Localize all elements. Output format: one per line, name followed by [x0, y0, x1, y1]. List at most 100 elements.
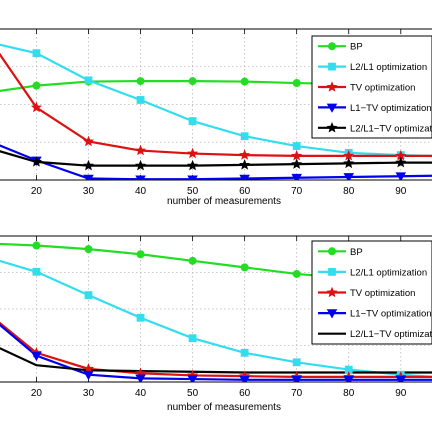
data-point — [292, 79, 301, 88]
data-point — [31, 351, 42, 362]
legend-label: L2/L1−TV optimization — [350, 329, 432, 340]
data-point — [239, 159, 251, 170]
legend-label: BP — [350, 247, 363, 258]
legend: BP L2/L1 optimization TV optimization L1−TV… — [311, 240, 432, 345]
series-line-3 — [0, 52, 432, 157]
data-point — [291, 376, 302, 382]
legend-marker — [327, 247, 336, 256]
data-point — [395, 376, 407, 382]
data-point — [343, 157, 355, 169]
series-line-2 — [0, 43, 432, 158]
x-tick-label: 30 — [83, 186, 95, 197]
chart-panel-1: 20 30 40 50 60 70 80 90 number of measurements BP… — [0, 28, 432, 207]
data-point — [82, 135, 95, 147]
series-line-4 — [0, 323, 432, 381]
data-point — [239, 149, 251, 160]
legend-label: L2/L1−TV optimization — [350, 123, 432, 134]
data-point — [395, 172, 407, 180]
data-point — [32, 81, 41, 90]
data-point — [395, 156, 407, 168]
data-point — [188, 117, 197, 126]
data-point — [135, 374, 146, 382]
legend-label: L2/L1 optimization — [350, 267, 427, 278]
legend-marker — [327, 42, 336, 51]
data-point — [30, 101, 42, 113]
x-tick-label: 90 — [395, 388, 407, 399]
x-tick-label: 40 — [135, 186, 147, 197]
legend-label: L2/L1 optimization — [350, 62, 427, 73]
x-tick-label: 40 — [135, 388, 147, 399]
legend-label: TV optimization — [350, 83, 415, 94]
data-point — [135, 175, 146, 180]
legend: BP L2/L1 optimization TV optimization L1−TV… — [311, 35, 432, 139]
data-point — [84, 291, 93, 300]
data-point — [291, 150, 303, 161]
x-tick-label: 70 — [291, 186, 303, 197]
x-tick-label: 20 — [31, 186, 43, 197]
x-tick-label: 20 — [31, 388, 43, 399]
data-point — [239, 376, 250, 382]
legend-label: BP — [350, 42, 363, 53]
series-line-3 — [0, 321, 432, 378]
data-point — [84, 245, 93, 254]
x-tick-label: 30 — [83, 388, 95, 399]
data-point — [83, 174, 94, 180]
x-axis-label: number of measurements — [167, 402, 281, 413]
data-point — [188, 77, 197, 86]
legend-label: L1−TV optimization — [350, 309, 432, 320]
data-point — [188, 256, 197, 265]
data-point — [292, 358, 301, 367]
data-point — [32, 267, 41, 276]
data-point — [239, 174, 250, 180]
data-point — [343, 173, 354, 180]
series-line-4 — [0, 144, 432, 180]
data-point — [136, 250, 145, 259]
data-point — [187, 147, 199, 159]
x-tick-label: 50 — [187, 186, 199, 197]
data-point — [240, 132, 249, 141]
data-point — [187, 375, 198, 382]
x-tick-label: 60 — [239, 388, 251, 399]
legend-label: TV optimization — [350, 288, 415, 299]
data-point — [135, 144, 147, 156]
legend-marker — [326, 103, 338, 113]
x-tick-label: 90 — [395, 186, 407, 197]
data-point — [83, 370, 94, 381]
legend-marker — [328, 268, 336, 276]
x-tick-label: 80 — [343, 186, 355, 197]
data-point — [135, 159, 147, 171]
legend-marker — [326, 81, 338, 92]
data-point — [187, 175, 198, 180]
data-point — [292, 269, 301, 278]
data-point — [82, 159, 95, 171]
legend-marker — [326, 286, 338, 298]
data-point — [84, 76, 93, 85]
x-tick-label: 80 — [343, 388, 355, 399]
data-point — [240, 77, 249, 86]
data-point — [32, 241, 41, 250]
data-point — [30, 156, 42, 167]
data-point — [136, 77, 145, 86]
data-point — [187, 159, 199, 171]
plot-area — [0, 43, 432, 180]
data-point — [240, 263, 249, 272]
data-point — [240, 348, 249, 357]
chart-panel-2: 20 30 40 50 60 70 80 90 number of measurements BP… — [0, 235, 432, 413]
data-point — [32, 49, 41, 58]
series-line-5 — [0, 150, 432, 167]
legend-marker — [326, 309, 338, 319]
x-tick-label: 50 — [187, 388, 199, 399]
legend-label: L1−TV optimization — [350, 103, 432, 114]
data-point — [291, 158, 303, 169]
data-point — [136, 313, 145, 322]
data-point — [291, 173, 302, 180]
data-point — [188, 334, 197, 343]
data-point — [292, 142, 301, 150]
legend-marker — [328, 62, 336, 71]
legend-marker — [326, 121, 338, 133]
x-tick-label: 70 — [291, 388, 303, 399]
data-point — [136, 96, 145, 104]
x-tick-label: 60 — [239, 186, 251, 197]
